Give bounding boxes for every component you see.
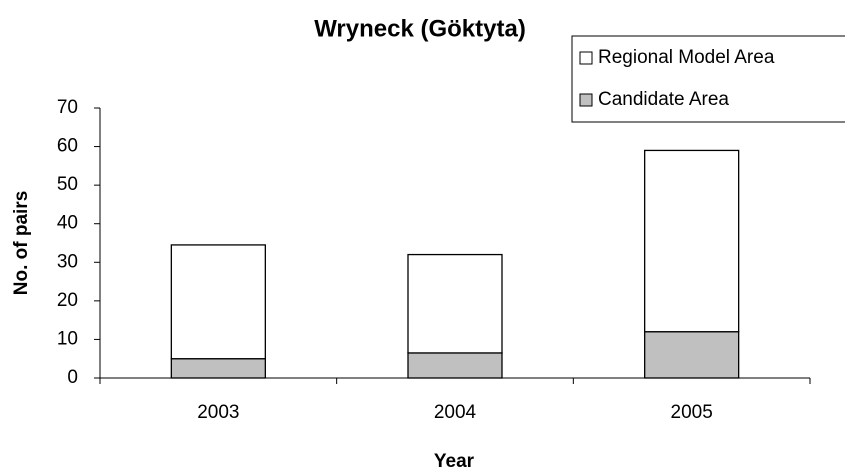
- y-tick-label: 10: [57, 328, 78, 349]
- bar-segment: [170, 358, 266, 379]
- y-axis-label: No. of pairs: [11, 191, 32, 296]
- bar-segment: [170, 244, 266, 360]
- legend-swatch: [579, 51, 593, 65]
- legend-label: Regional Model Area: [598, 47, 775, 68]
- y-tick-label: 50: [57, 174, 78, 195]
- y-tick-label: 40: [57, 213, 78, 234]
- x-tick-label: 2003: [197, 402, 239, 423]
- bar-segment: [644, 149, 740, 333]
- y-tick-label: 30: [57, 251, 78, 272]
- legend-swatch: [579, 93, 593, 107]
- y-tick-label: 60: [57, 136, 78, 157]
- y-tick-label: 0: [67, 367, 78, 388]
- legend-box: [571, 35, 845, 123]
- bar-segment: [407, 253, 503, 354]
- x-tick-label: 2004: [434, 402, 477, 423]
- bar-segment: [644, 331, 740, 379]
- y-tick-label: 20: [57, 290, 78, 311]
- legend-label: Candidate Area: [598, 89, 729, 110]
- chart-title: Wryneck (Göktyta): [314, 15, 526, 42]
- x-axis-label: Year: [434, 451, 475, 472]
- x-tick-label: 2005: [671, 402, 713, 423]
- bar-segment: [407, 352, 503, 379]
- y-tick-label: 70: [57, 97, 78, 118]
